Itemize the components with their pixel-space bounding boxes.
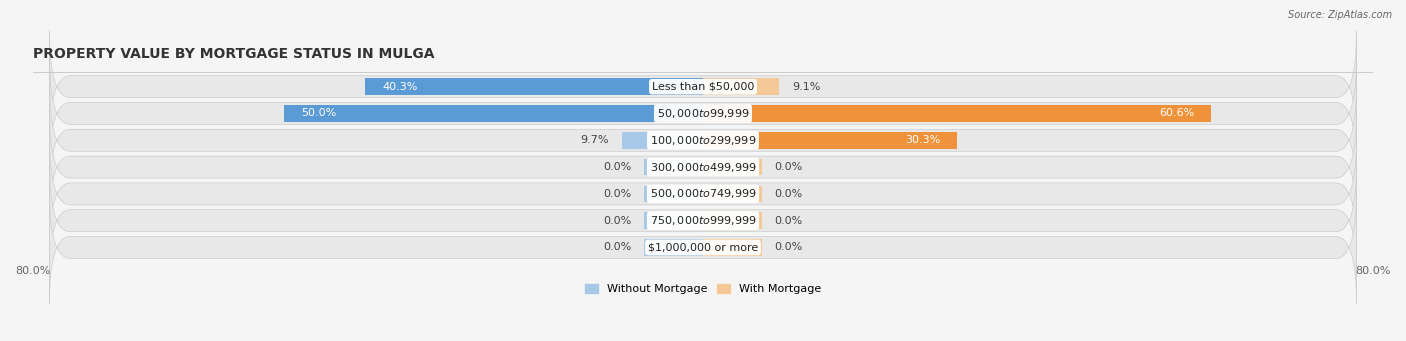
Bar	[644, 159, 703, 175]
FancyBboxPatch shape	[49, 192, 1357, 303]
Text: Less than $50,000: Less than $50,000	[652, 82, 754, 92]
Text: 0.0%: 0.0%	[775, 242, 803, 252]
FancyBboxPatch shape	[49, 165, 1357, 277]
Bar	[703, 212, 762, 229]
Bar	[703, 186, 762, 202]
Bar	[644, 239, 703, 256]
Bar	[366, 78, 703, 95]
Bar	[703, 78, 779, 95]
Text: 0.0%: 0.0%	[603, 189, 631, 199]
Text: 0.0%: 0.0%	[775, 216, 803, 226]
Text: 9.1%: 9.1%	[792, 82, 820, 92]
Bar	[284, 105, 703, 122]
Text: 0.0%: 0.0%	[603, 242, 631, 252]
Text: 0.0%: 0.0%	[603, 162, 631, 172]
Legend: Without Mortgage, With Mortgage: Without Mortgage, With Mortgage	[581, 279, 825, 298]
Text: 50.0%: 50.0%	[301, 108, 336, 118]
Bar	[621, 132, 703, 149]
Text: PROPERTY VALUE BY MORTGAGE STATUS IN MULGA: PROPERTY VALUE BY MORTGAGE STATUS IN MUL…	[32, 47, 434, 61]
Text: 9.7%: 9.7%	[581, 135, 609, 145]
Bar	[703, 239, 762, 256]
Text: 0.0%: 0.0%	[775, 189, 803, 199]
Text: 40.3%: 40.3%	[382, 82, 418, 92]
Bar	[703, 159, 762, 175]
Text: $100,000 to $299,999: $100,000 to $299,999	[650, 134, 756, 147]
Bar	[703, 105, 1211, 122]
Text: $50,000 to $99,999: $50,000 to $99,999	[657, 107, 749, 120]
FancyBboxPatch shape	[49, 84, 1357, 196]
Bar	[644, 212, 703, 229]
FancyBboxPatch shape	[49, 31, 1357, 143]
Text: 0.0%: 0.0%	[775, 162, 803, 172]
FancyBboxPatch shape	[49, 58, 1357, 169]
Text: $750,000 to $999,999: $750,000 to $999,999	[650, 214, 756, 227]
Text: 0.0%: 0.0%	[603, 216, 631, 226]
Bar	[644, 186, 703, 202]
Text: $500,000 to $749,999: $500,000 to $749,999	[650, 188, 756, 201]
Text: 60.6%: 60.6%	[1159, 108, 1194, 118]
FancyBboxPatch shape	[49, 111, 1357, 223]
Text: 30.3%: 30.3%	[905, 135, 941, 145]
Text: $300,000 to $499,999: $300,000 to $499,999	[650, 161, 756, 174]
Text: $1,000,000 or more: $1,000,000 or more	[648, 242, 758, 252]
Text: Source: ZipAtlas.com: Source: ZipAtlas.com	[1288, 10, 1392, 20]
FancyBboxPatch shape	[49, 138, 1357, 250]
Bar	[703, 132, 957, 149]
